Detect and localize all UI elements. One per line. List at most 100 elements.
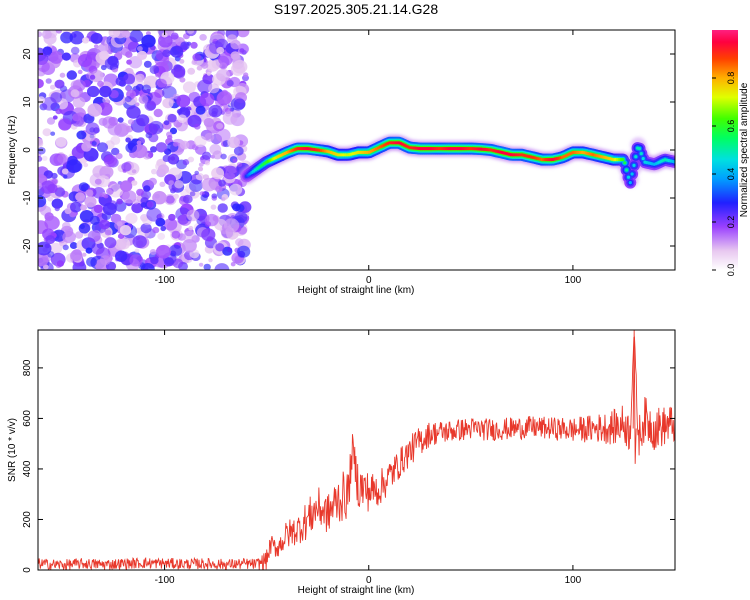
noise-blob	[152, 191, 167, 205]
noise-blob	[145, 31, 151, 36]
noise-blob	[38, 253, 49, 267]
noise-blob	[190, 41, 198, 49]
noise-blob	[199, 34, 207, 41]
noise-blob	[147, 153, 153, 158]
noise-blob	[194, 135, 207, 147]
noise-blob	[119, 180, 133, 192]
trace-dot	[621, 158, 625, 162]
trace-dot	[628, 181, 632, 185]
spectrogram-ylabel: Frequency (Hz)	[7, 116, 18, 185]
noise-blob	[49, 242, 63, 255]
noise-blob	[125, 51, 133, 58]
noise-blob	[201, 177, 217, 192]
noise-blob	[155, 142, 168, 153]
noise-blob	[153, 108, 163, 118]
noise-blob	[186, 30, 195, 34]
noise-blob	[70, 250, 83, 262]
noise-blob	[91, 141, 97, 146]
noise-blob	[168, 180, 174, 186]
noise-blob	[239, 48, 245, 53]
noise-blob	[218, 179, 226, 187]
colorbar-tick-label: 0.6	[726, 120, 736, 133]
noise-blob	[198, 262, 204, 267]
noise-blob	[208, 258, 213, 263]
noise-blob	[206, 71, 212, 76]
noise-blob	[195, 105, 206, 115]
noise-blob	[218, 52, 233, 66]
noise-blob	[50, 84, 56, 90]
noise-blob	[155, 72, 161, 78]
noise-blob	[171, 230, 181, 239]
trace-dot	[641, 157, 645, 161]
noise-blob	[55, 30, 62, 34]
noise-blob	[136, 114, 150, 127]
noise-blob	[99, 85, 112, 98]
noise-blob	[146, 207, 162, 222]
colorbar-label: Normalized spectral amplitude	[739, 82, 750, 217]
noise-blob	[136, 140, 142, 145]
noise-blob	[168, 213, 176, 221]
snr-ytick-label: 600	[22, 410, 33, 427]
noise-blob	[131, 202, 144, 214]
noise-blob	[216, 123, 224, 130]
noise-blob	[201, 62, 209, 69]
noise-blob	[192, 53, 201, 62]
noise-blob	[38, 241, 52, 256]
spectrogram-ytick-label: 20	[22, 48, 33, 60]
noise-blob	[196, 65, 203, 71]
noise-blob	[85, 189, 94, 197]
noise-blob	[69, 242, 78, 249]
noise-blob	[169, 127, 178, 135]
noise-blob	[182, 81, 196, 94]
noise-blob	[38, 61, 50, 73]
noise-blob	[99, 255, 111, 266]
noise-blob	[115, 153, 123, 160]
noise-blob	[182, 194, 193, 204]
noise-blob	[233, 146, 244, 156]
noise-blob	[52, 115, 58, 120]
noise-blob	[132, 235, 147, 249]
noise-blob	[149, 65, 160, 74]
noise-blob	[159, 181, 166, 187]
noise-blob	[141, 84, 152, 94]
noise-blob	[56, 260, 64, 267]
noise-blob	[54, 79, 65, 89]
noise-blob	[58, 118, 72, 131]
noise-blob	[179, 140, 190, 150]
snr-xlabel: Height of straight line (km)	[298, 585, 415, 596]
noise-blob	[141, 34, 156, 48]
snr-ytick-label: 800	[22, 359, 33, 376]
noise-blob	[155, 244, 171, 259]
noise-blob	[140, 202, 147, 208]
noise-blob	[212, 150, 223, 160]
noise-blob	[87, 230, 101, 243]
noise-blob	[87, 103, 103, 117]
noise-blob	[198, 162, 204, 167]
noise-blob	[204, 160, 210, 166]
noise-blob	[174, 180, 184, 189]
snr-frame	[37, 329, 676, 571]
noise-blob	[47, 196, 54, 202]
noise-blob	[64, 207, 72, 215]
noise-blob	[199, 92, 215, 107]
noise-blob	[63, 174, 68, 179]
noise-blob	[169, 244, 183, 257]
noise-blob	[204, 132, 215, 142]
noise-blob	[195, 173, 204, 181]
noise-blob	[50, 131, 56, 136]
noise-blob	[222, 111, 238, 125]
noise-blob	[235, 204, 245, 213]
noise-blob	[237, 245, 251, 258]
noise-blob	[76, 130, 87, 140]
noise-blob	[78, 182, 89, 192]
noise-blob	[135, 102, 140, 107]
noise-blob	[55, 108, 62, 115]
noise-blob	[75, 231, 84, 239]
noise-blob	[38, 156, 43, 162]
noise-blob	[70, 201, 82, 213]
noise-blob	[125, 213, 138, 224]
noise-blob	[137, 50, 148, 61]
noise-blob	[49, 51, 64, 64]
